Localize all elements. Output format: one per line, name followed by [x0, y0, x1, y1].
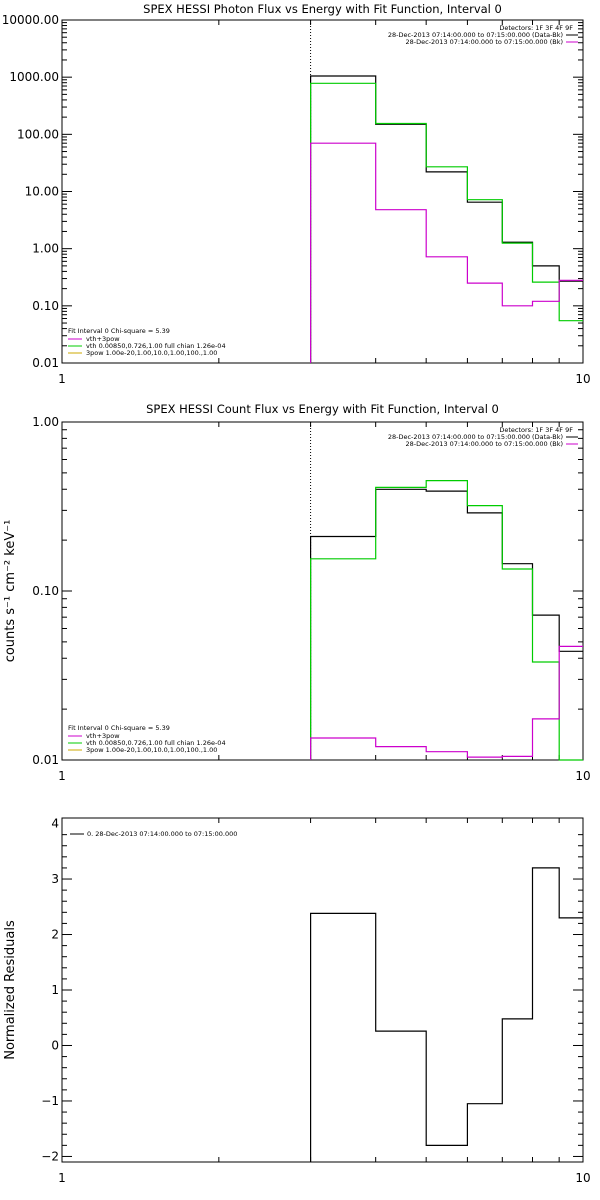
legend-text: 28-Dec-2013 07:14:00.000 to 07:15:00.000… — [388, 433, 563, 441]
legend-text: vth 0.00850,0.726,1.00 full chian 1.26e-… — [86, 342, 226, 350]
x-tick-label: 1 — [58, 769, 66, 783]
y-tick-label: 1.00 — [32, 242, 59, 256]
series-0-step-line — [310, 75, 583, 363]
y-tick-label: 1.00 — [32, 415, 59, 429]
chart-title: SPEX HESSI Photon Flux vs Energy with Fi… — [143, 2, 502, 16]
legend-text: vth 0.00850,0.726,1.00 full chian 1.26e-… — [86, 739, 226, 747]
legend-text: vth+3pow — [86, 732, 120, 740]
y-tick-label: 4 — [51, 817, 59, 831]
legend-text: 3pow 1.00e-20,1.00,10.0,1.00,100.,1.00 — [86, 746, 217, 754]
series-2-step-line — [310, 142, 583, 363]
series-1-step-line — [310, 82, 583, 363]
y-tick-label: 10.00 — [25, 185, 59, 199]
fit-info: Fit Interval 0 Chi-square = 5.39 — [68, 724, 170, 732]
chart-title: SPEX HESSI Count Flux vs Energy with Fit… — [146, 402, 499, 416]
x-tick-label: 1 — [58, 372, 66, 386]
y-axis-label: Normalized Residuals — [3, 920, 18, 1060]
x-tick-label: 10 — [575, 372, 590, 386]
y-axis-label: counts s⁻¹ cm⁻² keV⁻¹ — [3, 520, 18, 663]
y-tick-label: 1 — [51, 983, 59, 997]
series-2-step-line — [310, 645, 583, 760]
legend-text: 28-Dec-2013 07:14:00.000 to 07:15:00.000… — [406, 440, 564, 448]
series-0-step-line — [310, 867, 583, 1162]
y-tick-label: 1000.00 — [9, 70, 59, 84]
plot-frame — [61, 19, 584, 364]
y-tick-label: 0 — [51, 1038, 59, 1052]
y-tick-label: −1 — [41, 1094, 59, 1108]
y-tick-label: 3 — [51, 872, 59, 886]
legend-text: 0. 28-Dec-2013 07:14:00.000 to 07:15:00.… — [87, 830, 237, 838]
legend-text: 28-Dec-2013 07:14:00.000 to 07:15:00.000… — [406, 38, 564, 46]
y-tick-label: 10000.00 — [2, 13, 59, 27]
fit-info: Fit Interval 0 Chi-square = 5.39 — [68, 327, 170, 335]
legend-text: vth+3pow — [86, 335, 120, 343]
y-tick-label: 0.01 — [32, 356, 59, 370]
legend-text: 3pow 1.00e-20,1.00,10.0,1.00,100.,1.00 — [86, 349, 217, 357]
x-tick-label: 1 — [58, 1171, 66, 1185]
x-tick-label: 10 — [575, 769, 590, 783]
plot-frame — [61, 817, 584, 1163]
y-tick-label: −2 — [41, 1149, 59, 1163]
series-1-step-line — [310, 480, 583, 761]
y-tick-label: 0.01 — [32, 753, 59, 767]
detectors-label: Detectors: 1F 3F 4F 9F — [499, 24, 573, 32]
legend-text: 28-Dec-2013 07:14:00.000 to 07:15:00.000… — [388, 31, 563, 39]
x-tick-label: 10 — [575, 1171, 590, 1185]
y-tick-label: 0.10 — [32, 299, 59, 313]
y-tick-label: 2 — [51, 928, 59, 942]
plot-frame — [61, 421, 584, 761]
y-tick-label: 100.00 — [17, 127, 59, 141]
y-tick-label: 0.10 — [32, 584, 59, 598]
detectors-label: Detectors: 1F 3F 4F 9F — [499, 426, 573, 434]
